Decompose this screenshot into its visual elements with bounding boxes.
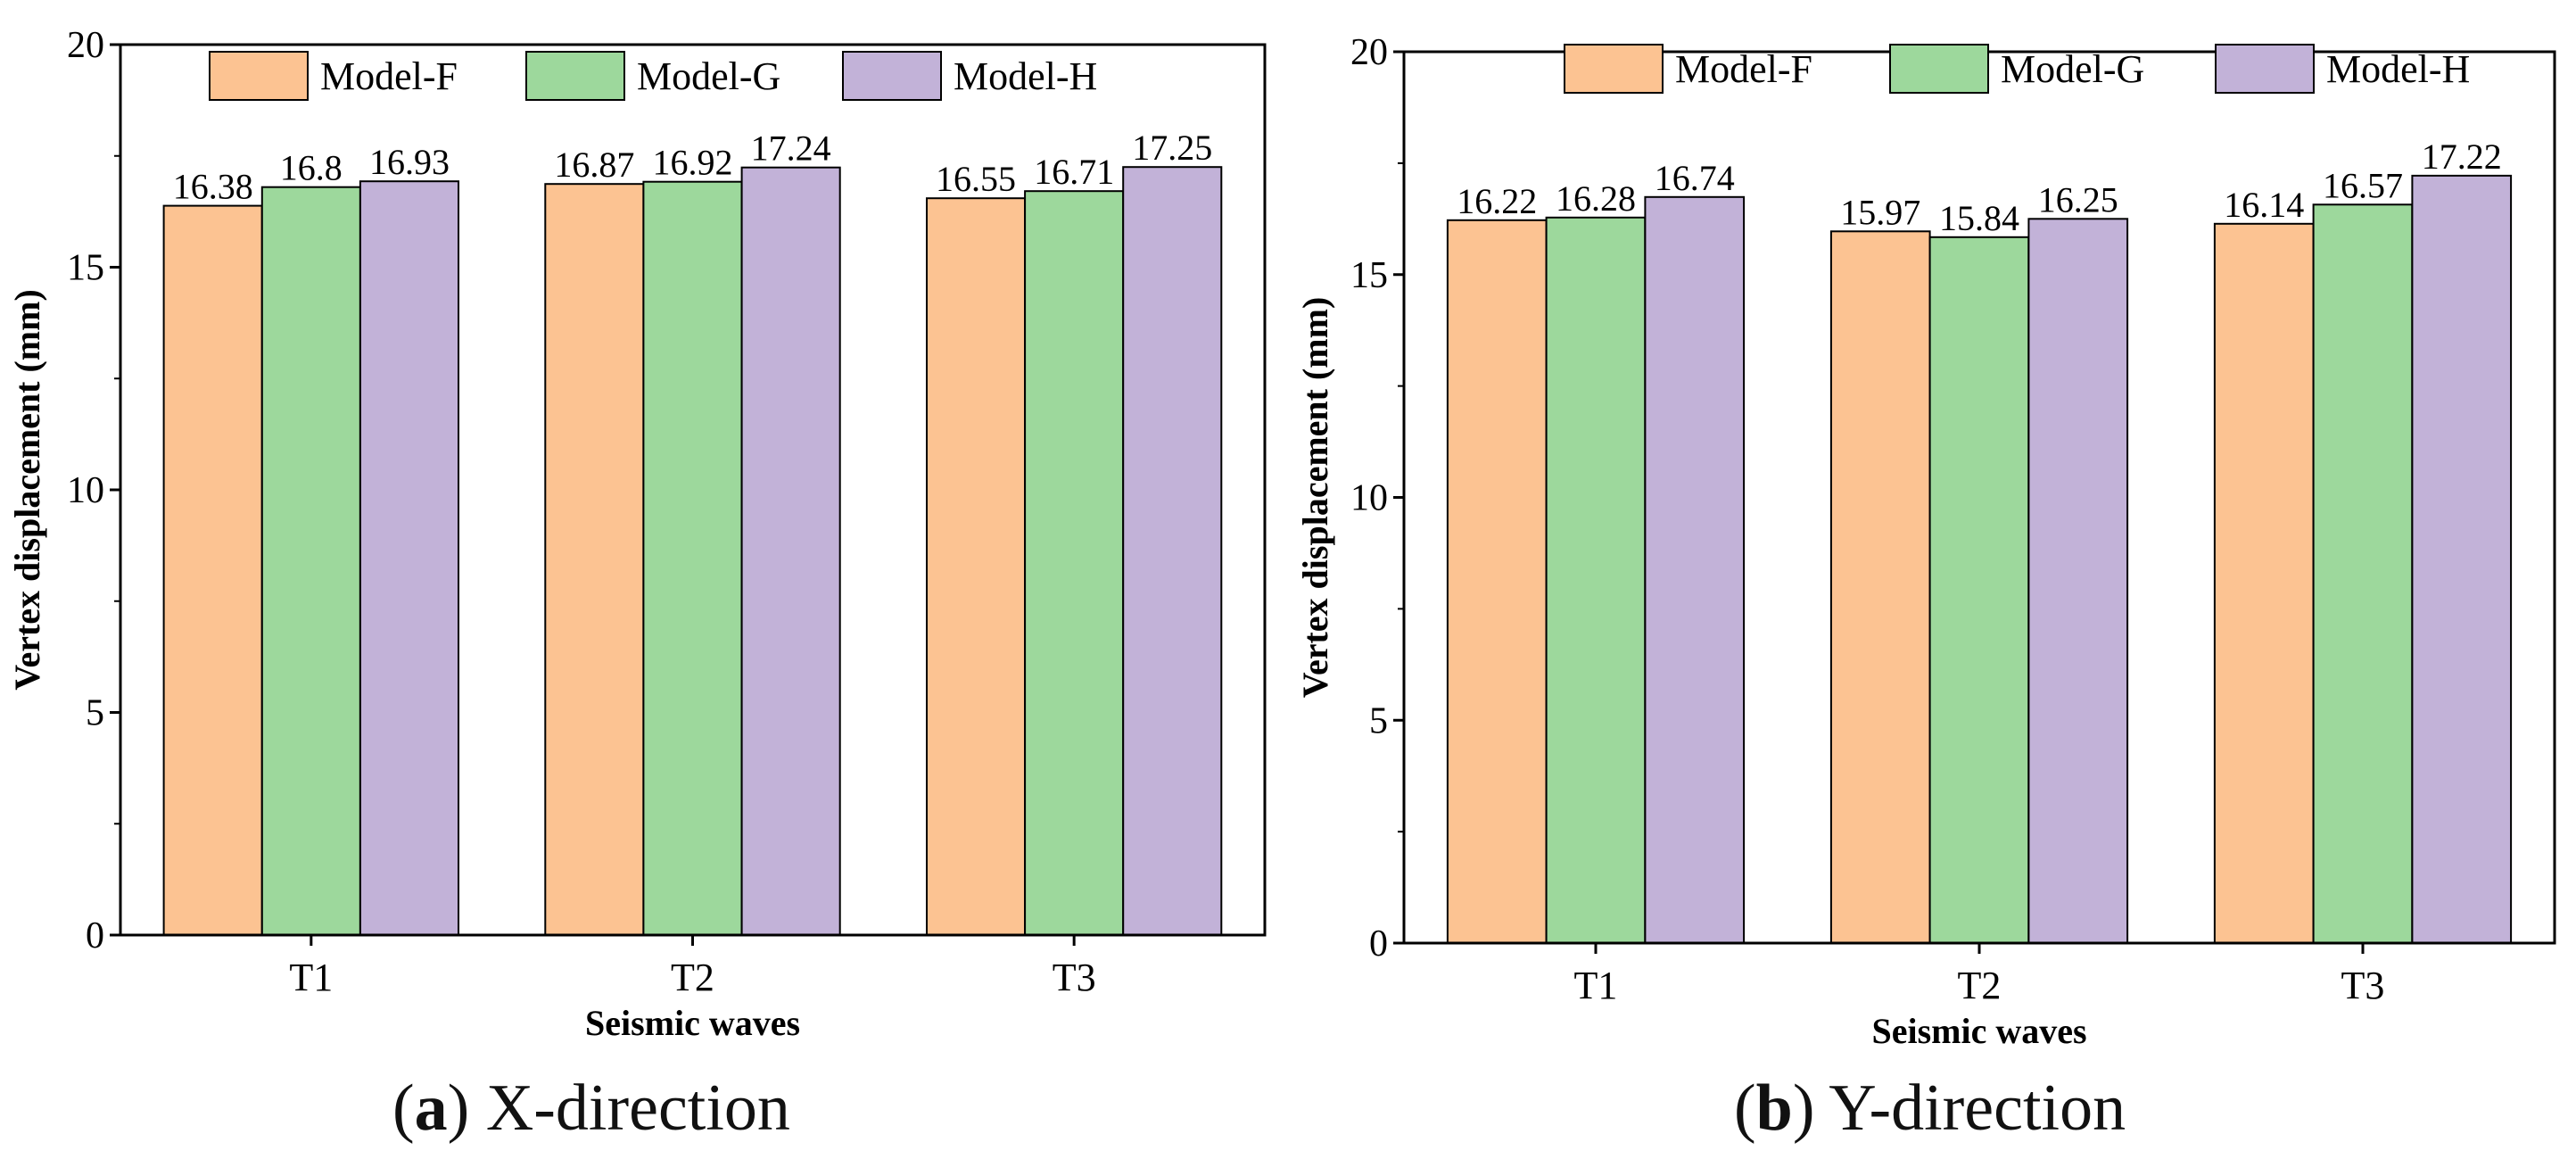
chart-b-y-tick-label: 10 [1350,478,1388,519]
chart-a-bar-model-h-t3 [1122,166,1223,936]
chart-b-bar-model-g-t1 [1545,216,1647,945]
chart-b-x-axis-title: Seismic waves [1871,1011,2086,1051]
chart-a-data-label: 17.24 [751,128,831,169]
chart-a-y-tick-label: 0 [86,915,104,956]
chart-b-legend-label: Model-H [2326,47,2470,91]
chart-b-x-tick-label: T3 [2341,964,2385,1007]
chart-a-data-label: 16.92 [653,143,733,183]
chart-b-data-label: 16.14 [2224,185,2304,225]
chart-a-bar-model-h-t2 [740,166,841,936]
chart-a-data-label: 16.87 [554,145,634,185]
chart-a-bar-model-f-t2 [544,183,645,936]
caption-a-text: X-direction [485,1072,790,1145]
chart-a-y-axis-title: Vertex displacement (mm) [7,289,47,691]
chart-a-legend-swatch-model-f [209,51,309,101]
chart-b-data-label: 15.97 [1840,192,1920,232]
chart-a-bar-model-f-t1 [162,204,263,937]
chart-a-data-label: 16.8 [280,148,343,188]
chart-a-x-tick-label: T3 [1053,956,1096,999]
chart-a-legend-swatch-model-g [525,51,625,101]
chart-a-x-tick-label: T1 [289,956,333,999]
chart-b-data-label: 17.22 [2422,137,2502,177]
chart-b-x-tick-label: T2 [1958,964,2002,1007]
chart-b-x-tick-label: T1 [1574,964,1618,1007]
chart-a-data-label: 17.25 [1132,128,1212,168]
chart-b-legend-swatch-model-g [1889,44,1989,94]
chart-panel-a: 16.38 16.87 16.55 16.8 16.92 16.71 16.93 17.24 1… [7,25,1267,1145]
chart-a-bar-model-f-t3 [926,197,1027,936]
chart-a-data-label: 16.71 [1034,152,1114,192]
chart-b-bar-model-g-t2 [1928,236,2030,944]
chart-a-legend-label: Model-H [954,54,1097,98]
chart-a-bar-model-h-t1 [359,180,459,936]
chart-b-legend-label: Model-F [1675,47,1812,91]
chart-b-data-label: 16.57 [2323,165,2403,205]
chart-a-x-tick-label: T2 [671,956,714,999]
chart-a-bar-model-g-t1 [260,186,361,936]
chart-a-bar-model-g-t2 [642,180,743,936]
chart-b-bar-model-h-t1 [1644,195,1746,945]
chart-a-x-axis-title: Seismic waves [585,1003,800,1043]
chart-b-y-axis-title: Vertex displacement (mm) [1295,297,1335,699]
chart-a-y-tick-label: 15 [67,248,104,289]
chart-a-data-label: 16.93 [369,142,450,182]
chart-b-bar-model-h-t3 [2411,174,2513,944]
chart-b-data-label: 16.28 [1556,178,1636,219]
chart-b-bar-model-g-t3 [2312,203,2414,945]
caption-b: (b) Y-direction [1734,1072,2126,1145]
chart-a-legend-label: Model-F [320,54,458,98]
chart-b-bar-model-f-t2 [1829,230,1931,944]
chart-a-svg: 16.38 16.87 16.55 16.8 16.92 16.71 16.93 17.24 1… [7,25,1267,1043]
chart-b-svg: 16.22 15.97 16.14 16.28 15.84 16.57 16.74 16.25… [1295,32,2556,1051]
caption-a-letter: a [414,1072,448,1145]
chart-a-y-tick-label: 5 [86,693,104,734]
chart-b-legend-label: Model-G [2001,47,2144,91]
caption-a: (a) X-direction [392,1072,790,1145]
chart-b-data-label: 16.25 [2038,179,2118,219]
chart-b-data-label: 16.74 [1655,158,1735,198]
chart-a-y-tick-label: 10 [67,470,104,511]
chart-a-data-label: 16.55 [936,159,1016,199]
chart-panel-b: 16.22 15.97 16.14 16.28 15.84 16.57 16.74 16.25… [1288,0,2576,1159]
chart-b-bar-model-f-t3 [2213,222,2315,945]
chart-b-legend-swatch-model-h [2215,44,2315,94]
chart-b-y-tick-label: 0 [1369,923,1388,964]
chart-b-legend-swatch-model-f [1564,44,1664,94]
chart-b-data-label: 15.84 [1939,198,2019,238]
caption-b-text: Y-direction [1829,1072,2126,1145]
chart-b-y-tick-label: 15 [1350,255,1388,296]
chart-a-data-label: 16.38 [173,167,253,207]
chart-a-bar-model-g-t3 [1024,190,1125,936]
chart-b-bar-model-h-t2 [2027,218,2129,945]
chart-a-y-tick-label: 20 [67,25,104,66]
chart-a-legend-label: Model-G [637,54,780,98]
chart-b-bar-model-f-t1 [1446,219,1548,945]
chart-b-y-tick-label: 5 [1369,700,1388,741]
caption-b-letter: b [1755,1072,1793,1145]
chart-a-legend-swatch-model-h [842,51,942,101]
chart-b-y-tick-label: 20 [1350,32,1388,73]
chart-b-data-label: 16.22 [1457,181,1537,221]
